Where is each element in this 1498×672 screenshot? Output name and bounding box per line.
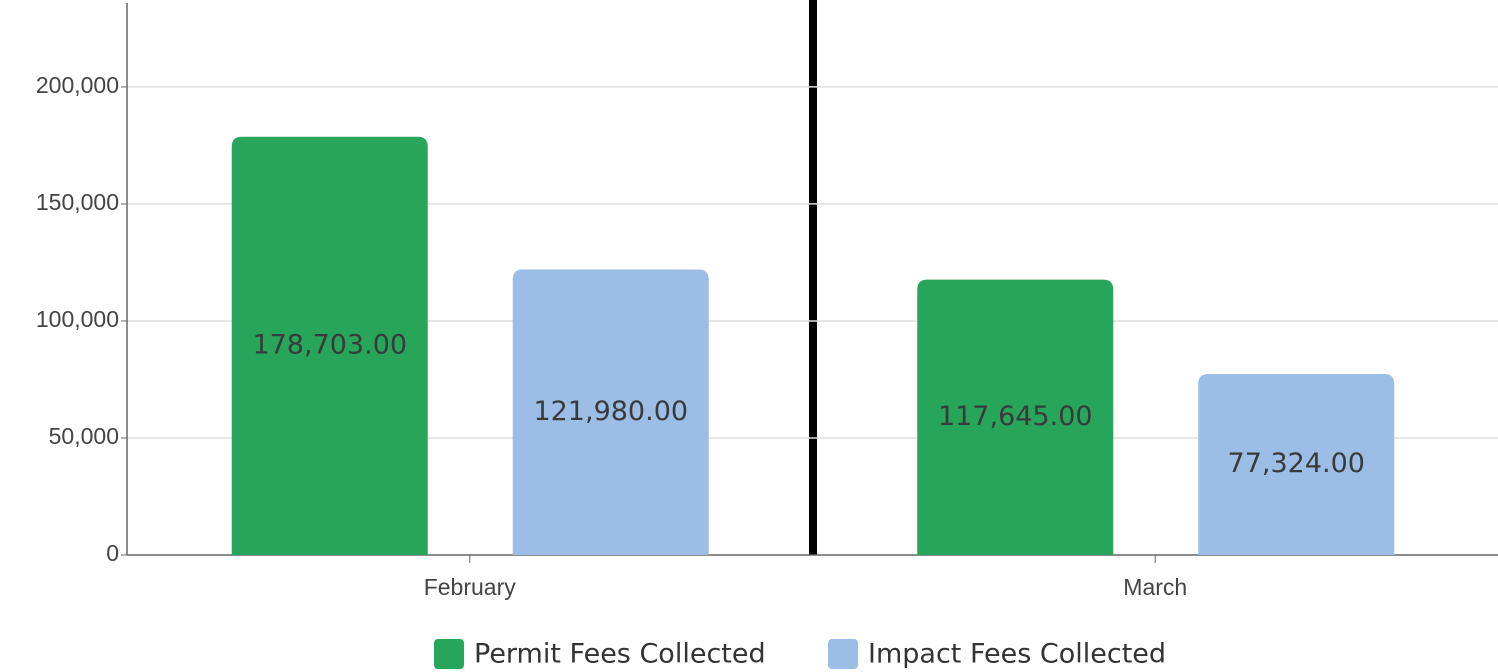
y-tick-label: 100,000 xyxy=(36,306,119,332)
y-tick-label: 150,000 xyxy=(36,189,119,215)
y-tick-label: 200,000 xyxy=(36,72,119,98)
value-label: 77,324.00 xyxy=(1228,448,1365,479)
bar xyxy=(512,269,709,555)
legend-label: Permit Fees Collected xyxy=(474,639,766,670)
value-label: 178,703.00 xyxy=(252,329,407,360)
bar xyxy=(1198,374,1395,555)
legend-swatch xyxy=(828,639,858,669)
x-tick-label: February xyxy=(424,574,517,600)
y-tick-label: 50,000 xyxy=(49,423,119,449)
x-tick-label: March xyxy=(1123,574,1187,600)
bar xyxy=(917,279,1114,555)
bar xyxy=(231,136,428,555)
legend-swatch xyxy=(434,639,464,669)
value-label: 121,980.00 xyxy=(533,396,688,427)
legend-label: Impact Fees Collected xyxy=(868,639,1166,670)
y-tick-label: 0 xyxy=(106,540,119,566)
value-label: 117,645.00 xyxy=(938,401,1093,432)
